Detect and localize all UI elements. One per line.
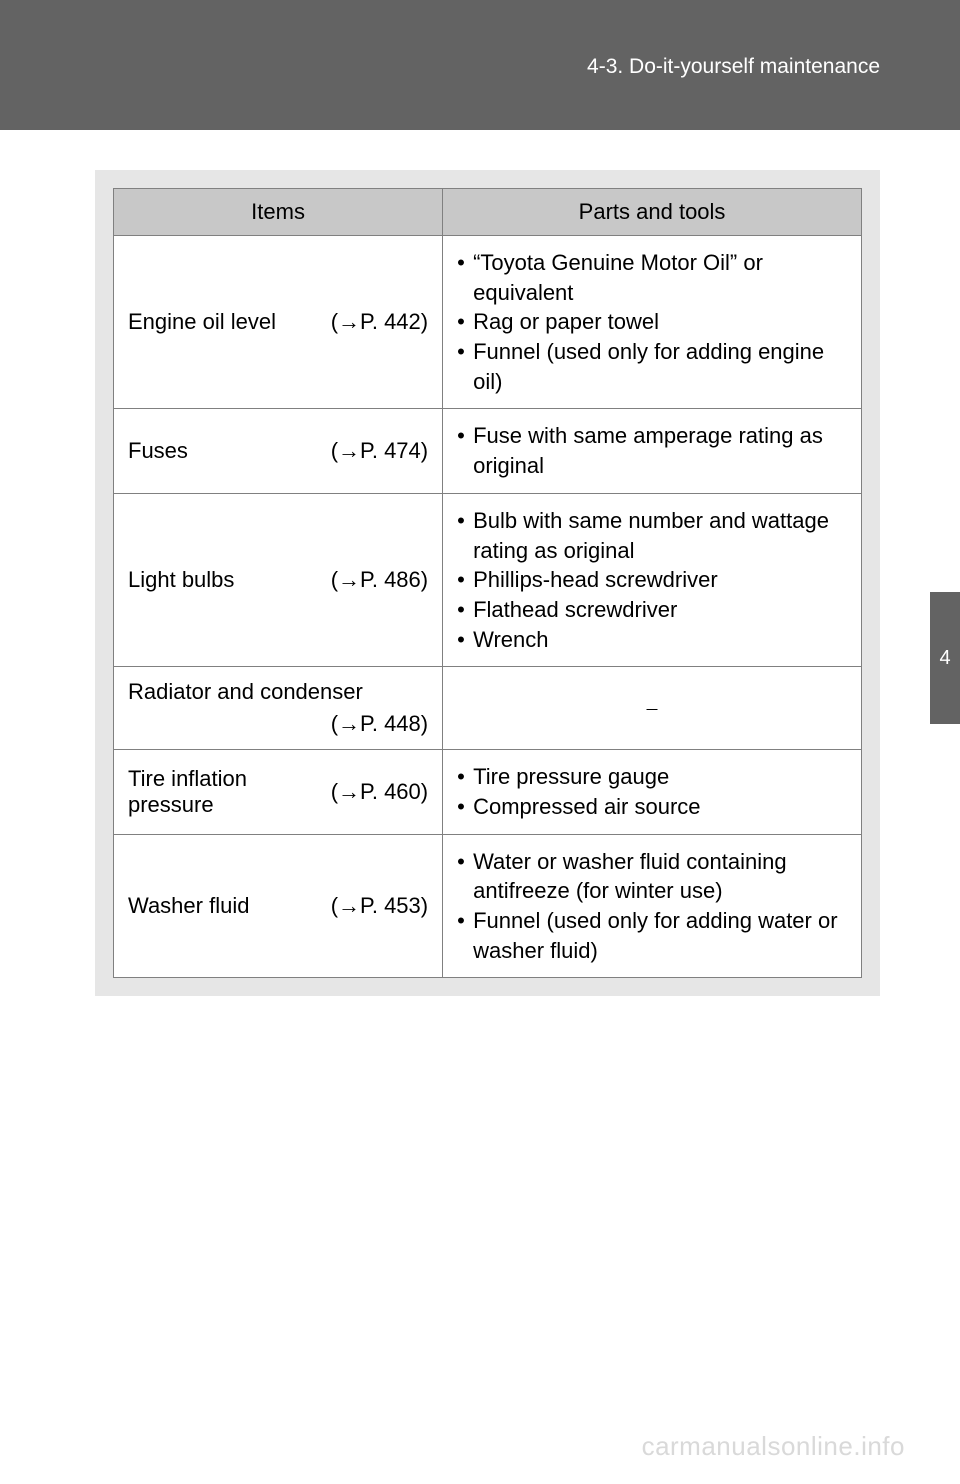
parts-item: Wrench (457, 625, 847, 655)
parts-cell: Tire pressure gaugeCompressed air source (443, 750, 862, 834)
parts-cell: ⎯ (443, 667, 862, 750)
item-label: Engine oil level (128, 309, 331, 335)
parts-item: Flathead screwdriver (457, 595, 847, 625)
parts-item: Tire pressure gauge (457, 762, 847, 792)
item-label: Radiator and condenser (128, 679, 428, 705)
parts-cell: Fuse with same amperage rating as origin… (443, 409, 862, 493)
header-bar: 4-3. Do-it-yourself maintenance (0, 0, 960, 130)
parts-cell: Bulb with same number and wattage rating… (443, 493, 862, 666)
page-ref: (→P. 460) (331, 779, 428, 805)
section-breadcrumb: 4-3. Do-it-yourself maintenance (587, 55, 880, 79)
table-row: Radiator and condenser (→P. 448) ⎯ (114, 667, 862, 750)
table-row: Fuses(→P. 474)Fuse with same amperage ra… (114, 409, 862, 493)
parts-list: Bulb with same number and wattage rating… (457, 506, 847, 654)
table-header-row: Items Parts and tools (114, 189, 862, 236)
col-items: Items (114, 189, 443, 236)
item-cell: Engine oil level(→P. 442) (114, 236, 443, 409)
item-label: Fuses (128, 438, 331, 464)
parts-item: Compressed air source (457, 792, 847, 822)
parts-item: Water or washer fluid containing antifre… (457, 847, 847, 906)
watermark: carmanualsonline.info (642, 1431, 905, 1462)
table-row: Tire inflation pressure(→P. 460)Tire pre… (114, 750, 862, 834)
parts-list: Water or washer fluid containing antifre… (457, 847, 847, 966)
chapter-tab: 4 (930, 592, 960, 724)
item-cell: Washer fluid(→P. 453) (114, 834, 443, 978)
item-label: Washer fluid (128, 893, 331, 919)
table-row: Engine oil level(→P. 442)“Toyota Genuine… (114, 236, 862, 409)
parts-list: “Toyota Genuine Motor Oil” or equivalent… (457, 248, 847, 396)
col-parts: Parts and tools (443, 189, 862, 236)
table-body: Engine oil level(→P. 442)“Toyota Genuine… (114, 236, 862, 978)
parts-item: Phillips-head screwdriver (457, 565, 847, 595)
table-row: Washer fluid(→P. 453)Water or washer flu… (114, 834, 862, 978)
maintenance-table: Items Parts and tools Engine oil level(→… (113, 188, 862, 978)
parts-item: Funnel (used only for adding engine oil) (457, 337, 847, 396)
page-ref: (→P. 486) (331, 567, 428, 593)
parts-item: Rag or paper towel (457, 307, 847, 337)
parts-cell: “Toyota Genuine Motor Oil” or equivalent… (443, 236, 862, 409)
item-label: Tire inflation pressure (128, 766, 331, 818)
item-cell: Fuses(→P. 474) (114, 409, 443, 493)
parts-item: Funnel (used only for adding water or wa… (457, 906, 847, 965)
item-label: Light bulbs (128, 567, 331, 593)
item-cell: Light bulbs(→P. 486) (114, 493, 443, 666)
parts-list: Fuse with same amperage rating as origin… (457, 421, 847, 480)
parts-item: Bulb with same number and wattage rating… (457, 506, 847, 565)
item-cell: Tire inflation pressure(→P. 460) (114, 750, 443, 834)
parts-list: Tire pressure gaugeCompressed air source (457, 762, 847, 821)
chapter-tab-label: 4 (939, 647, 950, 670)
page-ref: (→P. 442) (331, 309, 428, 335)
table-row: Light bulbs(→P. 486)Bulb with same numbe… (114, 493, 862, 666)
page-ref: (→P. 453) (331, 893, 428, 919)
parts-cell: Water or washer fluid containing antifre… (443, 834, 862, 978)
item-cell: Radiator and condenser (→P. 448) (114, 667, 443, 750)
content-box: Items Parts and tools Engine oil level(→… (95, 170, 880, 996)
empty-marker: ⎯ (647, 695, 658, 720)
parts-item: “Toyota Genuine Motor Oil” or equivalent (457, 248, 847, 307)
page-ref: (→P. 474) (331, 438, 428, 464)
page-ref: (→P. 448) (128, 711, 428, 737)
parts-item: Fuse with same amperage rating as origin… (457, 421, 847, 480)
